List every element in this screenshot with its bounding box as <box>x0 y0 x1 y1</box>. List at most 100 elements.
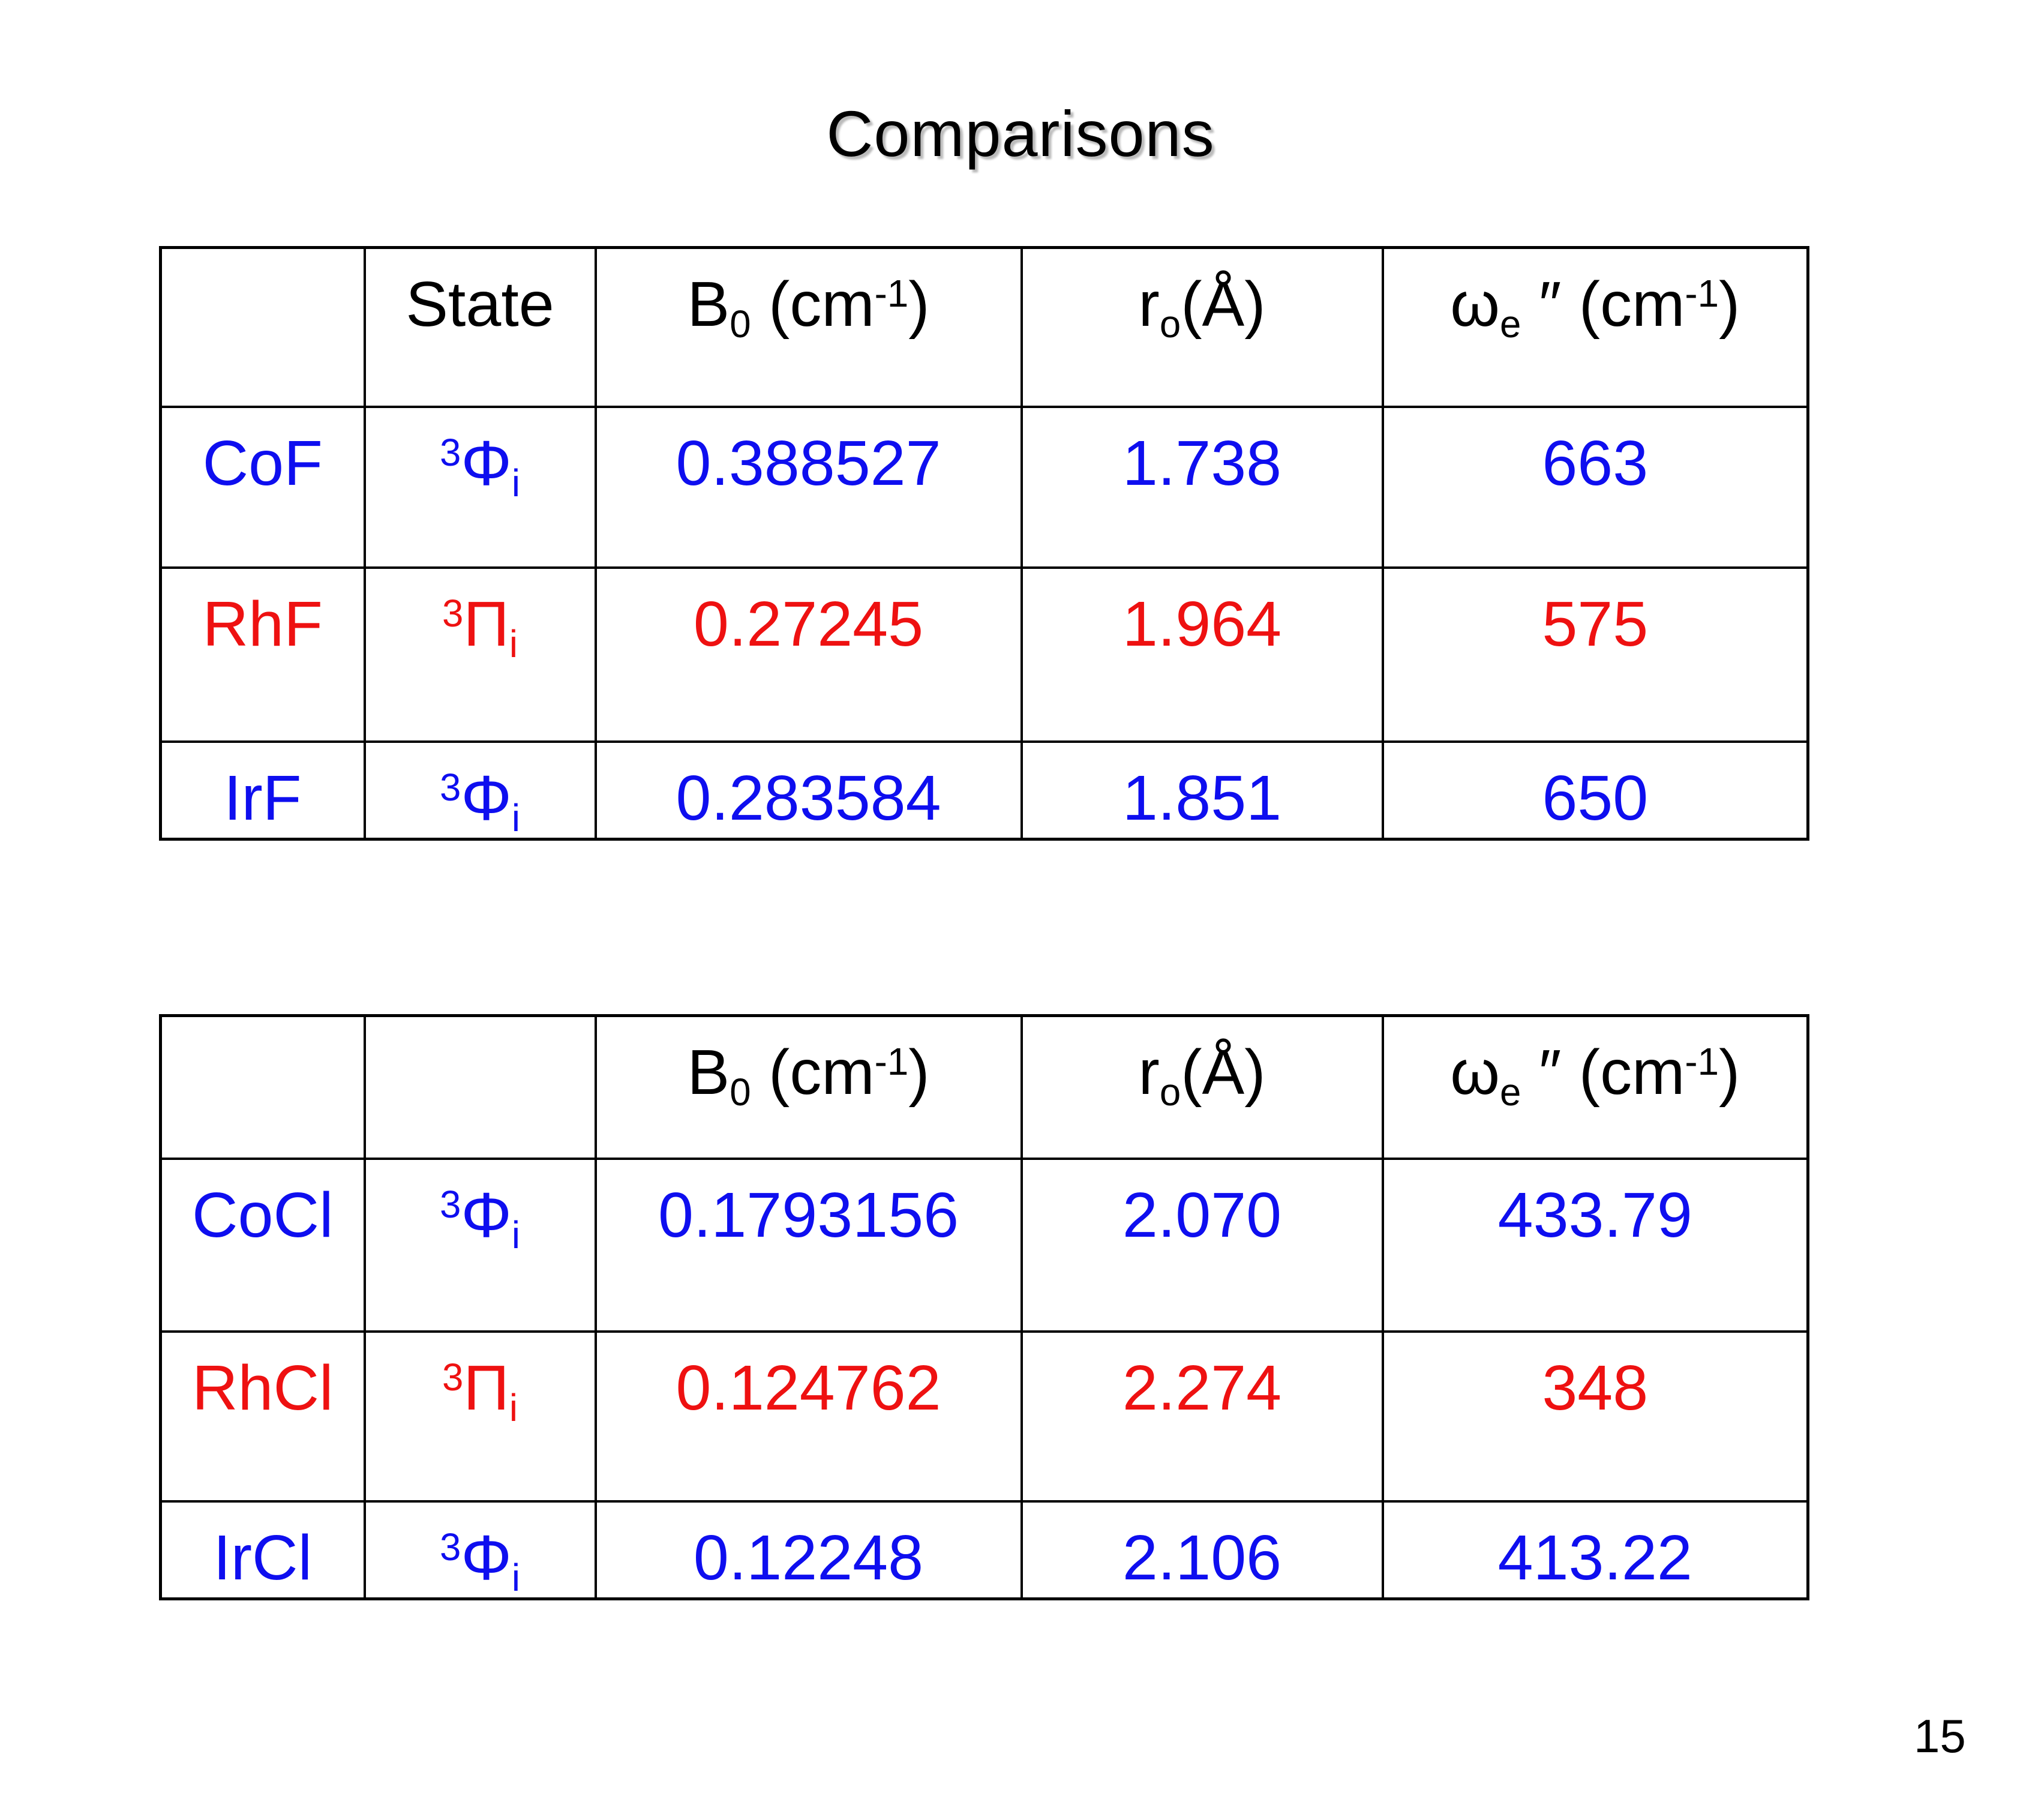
text: ″ (cm <box>1521 269 1685 340</box>
sub-text: i <box>511 1213 521 1257</box>
sub-text: o <box>1159 303 1181 346</box>
sup-text: 3 <box>439 1525 461 1569</box>
text: Φ <box>461 427 512 499</box>
sup-text: 3 <box>439 766 461 809</box>
text: (Å) <box>1181 1037 1266 1108</box>
molecule-cell: RhF <box>159 566 366 743</box>
fluoride-comparison-table: State B0 (cm-1) ro(Å) ωe ″ (cm-1) CoF 3Φi 0.38… <box>159 246 1809 841</box>
sub-text: i <box>511 1556 521 1599</box>
value-cell: 0.12248 <box>594 1500 1023 1600</box>
chloride-comparison-table: B0 (cm-1) ro(Å) ωe ″ (cm-1) CoCl 3Φi 0.179315… <box>159 1014 1809 1600</box>
value-cell: 1.738 <box>1020 405 1384 569</box>
value-cell: 433.79 <box>1381 1157 1809 1333</box>
sub-text: e <box>1500 1071 1521 1114</box>
text: (cm <box>751 269 875 340</box>
value-cell: 3Φi <box>363 405 597 569</box>
value-cell: 0.388527 <box>594 405 1023 569</box>
value-cell: 348 <box>1381 1330 1809 1503</box>
text: ) <box>908 269 930 340</box>
column-header <box>159 1014 366 1160</box>
table-row: IrF 3Φi 0.283584 1.851 650 <box>159 740 1809 841</box>
sup-text: 3 <box>439 1183 461 1226</box>
text: Π <box>463 588 509 659</box>
text: 663 <box>1542 427 1649 499</box>
sup-text: 3 <box>442 592 464 635</box>
text: 0.12248 <box>693 1522 924 1593</box>
text: ω <box>1450 269 1500 340</box>
molecule-cell: IrCl <box>159 1500 366 1600</box>
text: 0.27245 <box>693 588 924 659</box>
value-cell: 575 <box>1381 566 1809 743</box>
text: 2.274 <box>1122 1352 1282 1423</box>
text: 1.964 <box>1122 588 1282 659</box>
sub-text: i <box>511 796 521 839</box>
value-cell: 3Πi <box>363 566 597 743</box>
column-header <box>159 246 366 408</box>
column-header: B0 (cm-1) <box>594 246 1023 408</box>
text: IrF <box>224 762 302 833</box>
value-cell: 2.106 <box>1020 1500 1384 1600</box>
text: 1.851 <box>1122 762 1282 833</box>
sub-text: o <box>1159 1071 1181 1114</box>
sup-text: 3 <box>439 431 461 474</box>
text: RhF <box>202 588 323 659</box>
text: IrCl <box>213 1522 313 1593</box>
text: r <box>1138 269 1160 340</box>
value-cell: 1.964 <box>1020 566 1384 743</box>
value-cell: 2.070 <box>1020 1157 1384 1333</box>
text: ω <box>1450 1037 1500 1108</box>
value-cell: 0.283584 <box>594 740 1023 841</box>
text: 0.388527 <box>676 427 941 499</box>
column-header: State <box>363 246 597 408</box>
column-header: ωe ″ (cm-1) <box>1381 246 1809 408</box>
value-cell: 663 <box>1381 405 1809 569</box>
value-cell: 413.22 <box>1381 1500 1809 1600</box>
text: 0.1793156 <box>658 1179 959 1251</box>
text: Φ <box>461 1179 512 1251</box>
value-cell: 3Φi <box>363 1157 597 1333</box>
sup-text: -1 <box>1685 272 1719 316</box>
molecule-cell: RhCl <box>159 1330 366 1503</box>
text: 575 <box>1542 588 1649 659</box>
text: Π <box>463 1352 509 1423</box>
text: 413.22 <box>1497 1522 1692 1593</box>
column-header: ro(Å) <box>1020 1014 1384 1160</box>
table-row: CoCl 3Φi 0.1793156 2.070 433.79 <box>159 1157 1809 1333</box>
text: 2.070 <box>1122 1179 1282 1251</box>
table-row: IrCl 3Φi 0.12248 2.106 413.22 <box>159 1500 1809 1600</box>
text: RhCl <box>191 1352 334 1423</box>
text: ) <box>908 1037 930 1108</box>
value-cell: 0.27245 <box>594 566 1023 743</box>
text: 348 <box>1542 1352 1649 1423</box>
text: 0.283584 <box>676 762 941 833</box>
value-cell: 2.274 <box>1020 1330 1384 1503</box>
sup-text: -1 <box>1685 1041 1719 1084</box>
text: ) <box>1718 269 1740 340</box>
text: ″ (cm <box>1521 1037 1685 1108</box>
value-cell: 0.124762 <box>594 1330 1023 1503</box>
text: 0.124762 <box>676 1352 941 1423</box>
sub-text: 0 <box>730 303 751 346</box>
sub-text: i <box>511 461 521 505</box>
text: B <box>687 1037 730 1108</box>
table-row: RhF 3Πi 0.27245 1.964 575 <box>159 566 1809 743</box>
column-header: B0 (cm-1) <box>594 1014 1023 1160</box>
sup-text: -1 <box>874 272 909 316</box>
text: CoCl <box>191 1179 334 1251</box>
sub-text: i <box>509 1386 518 1429</box>
molecule-cell: CoCl <box>159 1157 366 1333</box>
text: r <box>1138 1037 1160 1108</box>
value-cell: 3Φi <box>363 740 597 841</box>
sup-text: 3 <box>442 1356 464 1399</box>
text: (Å) <box>1181 269 1266 340</box>
column-header: ωe ″ (cm-1) <box>1381 1014 1809 1160</box>
text: B <box>687 269 730 340</box>
text: 433.79 <box>1497 1179 1692 1251</box>
text: 2.106 <box>1122 1522 1282 1593</box>
value-cell: 1.851 <box>1020 740 1384 841</box>
text: CoF <box>202 427 323 499</box>
text: (cm <box>751 1037 875 1108</box>
header-row: B0 (cm-1) ro(Å) ωe ″ (cm-1) <box>159 1014 1809 1160</box>
text: State <box>406 269 554 340</box>
